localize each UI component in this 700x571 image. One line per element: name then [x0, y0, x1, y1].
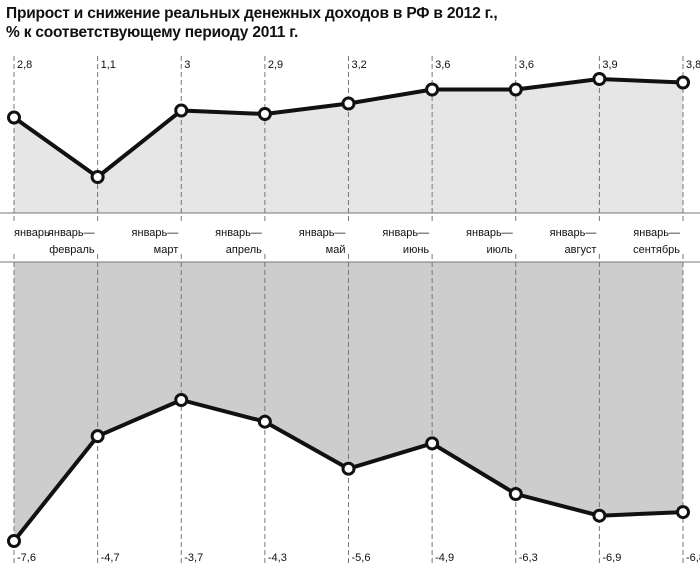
chart-title-line-1: Прирост и снижение реальных денежных дох… — [6, 5, 498, 22]
category-label: август — [564, 244, 596, 256]
value-label-top: 3,9 — [602, 59, 617, 71]
category-label: январь — [14, 227, 50, 239]
category-label: январь— — [550, 227, 597, 239]
value-label-bottom: -6,9 — [602, 552, 621, 564]
value-label-top: 3,6 — [519, 59, 534, 71]
value-label-bottom: -3,7 — [184, 552, 203, 564]
value-label-bottom: -6,8 — [686, 552, 700, 564]
category-label: май — [326, 244, 346, 256]
category-label: январь— — [633, 227, 680, 239]
data-point-bottom — [592, 508, 607, 523]
data-point-top — [7, 110, 21, 125]
value-label-bottom: -4,3 — [268, 552, 287, 564]
chart-title-line-2: % к соответствующему периоду 2011 г. — [6, 24, 299, 41]
data-point-top — [341, 96, 356, 111]
value-label-top: 3 — [184, 59, 190, 71]
data-point-bottom — [7, 534, 21, 548]
data-point-top — [508, 82, 523, 97]
category-label: январь— — [299, 227, 346, 239]
data-point-top — [592, 72, 607, 86]
data-point-bottom — [676, 505, 690, 520]
category-label: сентябрь — [633, 244, 680, 256]
data-point-bottom — [257, 414, 272, 429]
value-label-top: 2,8 — [17, 59, 32, 71]
value-label-bottom: -7,6 — [17, 552, 36, 564]
value-label-top: 1,1 — [101, 59, 116, 71]
value-label-bottom: -6,3 — [519, 552, 538, 564]
value-label-bottom: -4,7 — [101, 552, 120, 564]
data-point-bottom — [90, 429, 105, 444]
value-label-bottom: -4,9 — [435, 552, 454, 564]
category-label: март — [154, 244, 179, 256]
value-label-top: 2,9 — [268, 59, 283, 71]
data-points — [7, 72, 690, 548]
category-label: февраль — [49, 244, 95, 256]
data-point-top — [257, 107, 272, 121]
category-label: апрель — [226, 244, 262, 256]
data-point-top — [425, 82, 440, 97]
value-label-top: 3,6 — [435, 59, 450, 71]
category-label: январь— — [132, 227, 179, 239]
category-labels: январьянварь—февральянварь—мартянварь—ап… — [14, 227, 680, 256]
value-label-bottom: -5,6 — [352, 552, 371, 564]
category-label: январь— — [466, 227, 513, 239]
chart-title: Прирост и снижение реальных денежных дох… — [6, 4, 696, 42]
data-point-bottom — [508, 487, 523, 501]
data-point-bottom — [425, 436, 440, 451]
category-label: январь— — [382, 227, 429, 239]
value-label-top: 3,8 — [686, 59, 700, 71]
data-point-top — [90, 170, 105, 184]
data-point-bottom — [341, 461, 356, 476]
data-point-top — [174, 103, 189, 118]
data-point-top — [676, 75, 690, 90]
value-labels: 2,8 1,1 3 2,9 3,2 3,6 3,6 3,9 3,8 -7,6 -4,7 -3,7 -4,… — [17, 59, 700, 564]
category-label: июнь — [403, 244, 429, 256]
data-point-bottom — [174, 393, 189, 407]
category-label: январь— — [48, 227, 95, 239]
value-label-top: 3,2 — [352, 59, 367, 71]
category-label: июль — [486, 244, 513, 256]
category-label: январь— — [215, 227, 262, 239]
